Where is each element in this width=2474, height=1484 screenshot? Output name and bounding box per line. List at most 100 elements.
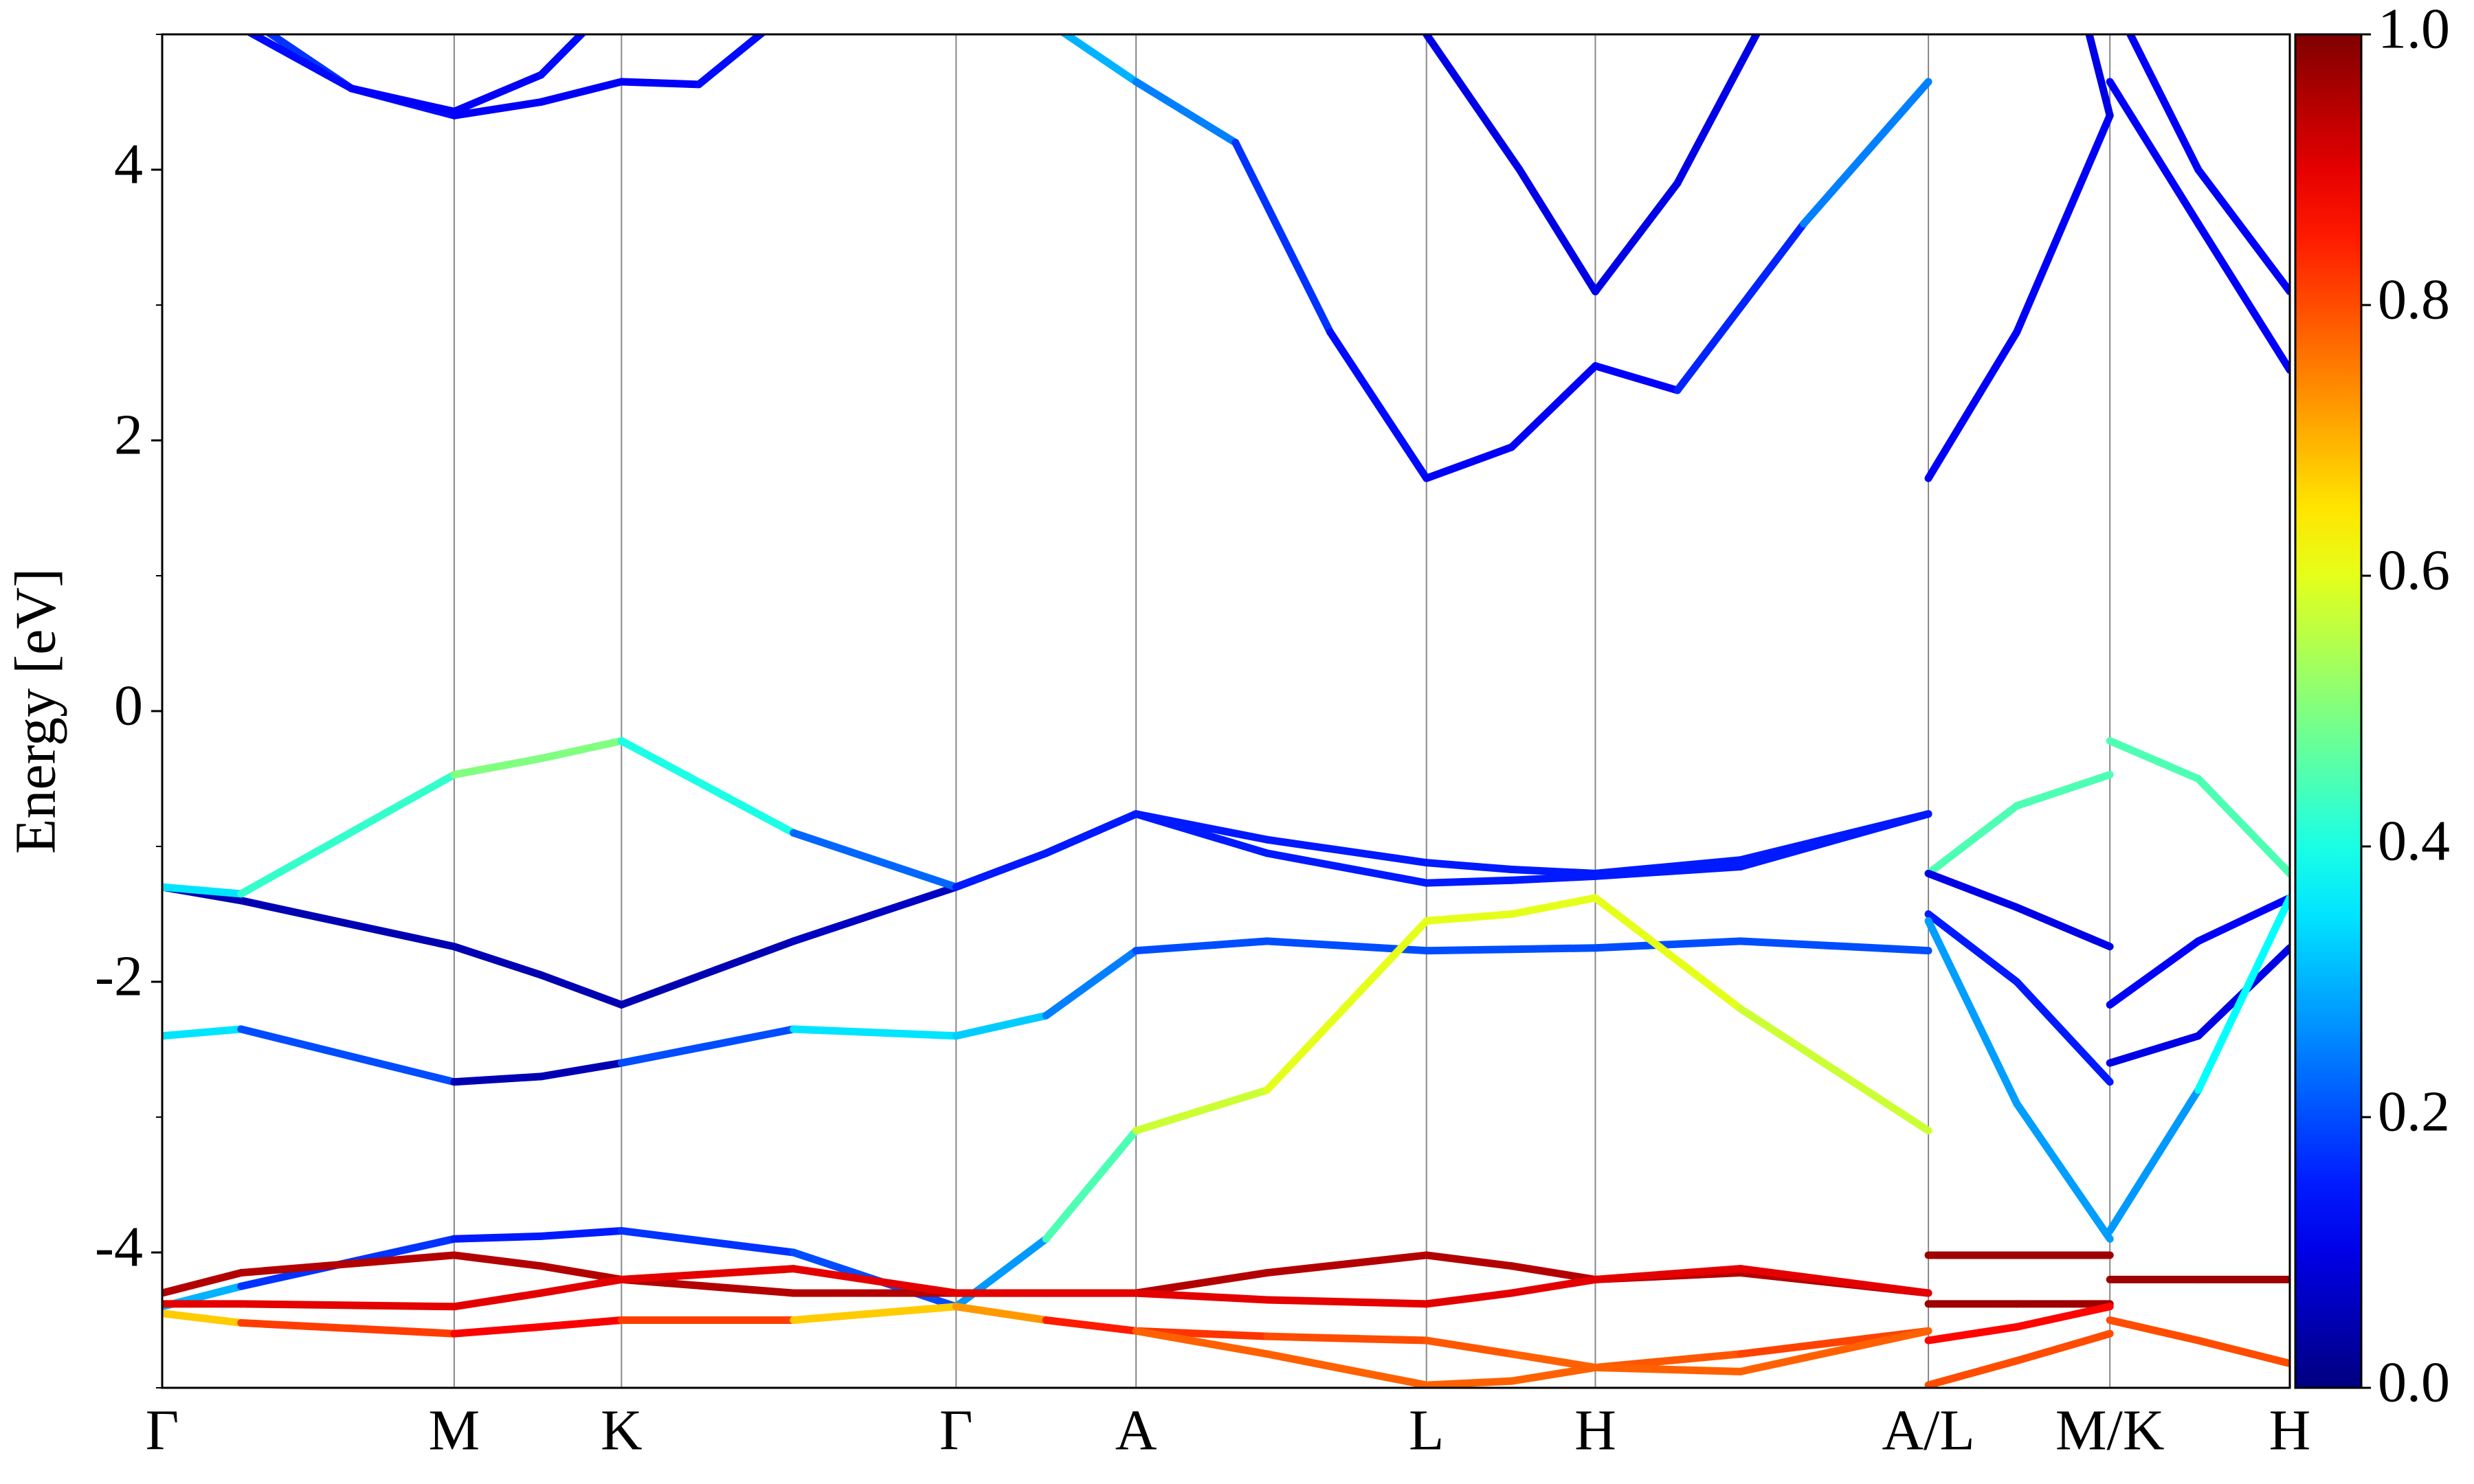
band-segment (1673, 34, 1761, 188)
band-segment (2194, 775, 2290, 877)
band-segment (1423, 876, 1516, 887)
band-segment (450, 1323, 545, 1338)
band-segment (2194, 894, 2290, 1094)
band-segment (1263, 1332, 1431, 1345)
band-segment (1508, 1363, 1599, 1385)
band-segment (617, 1265, 798, 1283)
band-segment (695, 34, 767, 89)
band-segment (1508, 894, 1599, 918)
x-tick-label: L (1409, 1398, 1444, 1462)
band-segment (2085, 34, 2114, 120)
band-segment (1673, 220, 1808, 394)
x-tick-label: Γ (146, 1398, 179, 1462)
band-segment (237, 1318, 458, 1338)
band-segment (1508, 362, 1599, 451)
band-segment (617, 1025, 798, 1067)
band-segment (1232, 139, 1335, 336)
y-tick-label: -4 (95, 1215, 143, 1279)
x-tick-label: A/L (1882, 1398, 1974, 1462)
y-tick-label: -2 (95, 944, 143, 1008)
band-segment (450, 943, 545, 979)
band-segment (237, 1300, 458, 1311)
band-segment (1042, 947, 1140, 1020)
band-segment (1423, 1336, 1516, 1358)
band-segment (1924, 869, 2021, 912)
band-segment (2194, 894, 2290, 945)
band-segment (790, 883, 960, 945)
band-segment (450, 1232, 545, 1243)
band-segment (617, 937, 798, 1009)
band-segment (1591, 937, 1745, 952)
band-segment (1508, 944, 1599, 954)
band-segment (537, 1275, 625, 1297)
colorbar (2294, 33, 2363, 1389)
band-segment (1508, 872, 1599, 884)
band-segment (450, 98, 545, 120)
band-segment (1042, 1316, 1140, 1335)
band-segment (790, 1265, 960, 1297)
band-segment (1326, 328, 1431, 482)
x-tick-label: M (429, 1398, 480, 1462)
band-segment (2013, 111, 2114, 336)
band-segment (1263, 835, 1431, 867)
band-segment (1924, 910, 2021, 986)
band-segment (1263, 917, 1431, 1094)
band-segment (2126, 34, 2203, 174)
band-segment (1591, 1363, 1745, 1375)
y-tick-label: 2 (114, 403, 143, 466)
band-segment (1042, 810, 1140, 857)
band-segment (1263, 1350, 1431, 1388)
band-segment (2013, 1099, 2114, 1243)
band-segment (1924, 1357, 2021, 1388)
band-segment (162, 1269, 245, 1297)
band-segment (348, 85, 458, 115)
band-segment (1042, 1127, 1140, 1243)
y-tick-label: 0 (114, 673, 143, 737)
band-segment (450, 754, 545, 779)
band-segment (1737, 1265, 1932, 1297)
band-segment (2013, 903, 2114, 951)
band-segment (450, 1251, 545, 1270)
band-segment (1263, 1251, 1431, 1277)
band-segment (1423, 1251, 1516, 1270)
band-segment (952, 1303, 1050, 1324)
band-segment (1059, 34, 1140, 86)
y-axis-label: Energy [eV] (3, 568, 67, 854)
band-segment (162, 883, 245, 898)
band-segment (1591, 362, 1682, 394)
band-segment (617, 737, 798, 837)
band-segment (2013, 1329, 2114, 1365)
bands (162, 0, 2290, 1388)
band-segment (537, 1316, 625, 1331)
band-segment (1423, 945, 1516, 955)
band-segment (1591, 894, 1745, 1013)
band-segment (790, 1303, 960, 1324)
band-segment (1132, 1086, 1271, 1135)
x-tick-label: H (2269, 1398, 2311, 1462)
band-segment (952, 1011, 1050, 1040)
band-segment (1737, 937, 1932, 955)
band-segment (1423, 1289, 1516, 1308)
colorbar-tick-label: 0.0 (2378, 1350, 2450, 1414)
band-segment (2106, 937, 2203, 1009)
band-segment (790, 1025, 960, 1040)
band-segment (1508, 865, 1599, 877)
band-segment (1508, 1350, 1599, 1371)
band-segment (537, 78, 625, 106)
band-segment (1737, 1327, 1932, 1375)
band-segment (1263, 849, 1431, 887)
band-segment (1132, 937, 1271, 955)
band-segment (1800, 78, 1932, 228)
band-segment (537, 737, 625, 763)
band-segment (162, 0, 241, 27)
band-segment (1591, 179, 1682, 295)
band-segment (1591, 863, 1745, 880)
band-segment (537, 1059, 625, 1081)
plot-frame (161, 33, 2291, 1389)
x-tick-label: M/K (2055, 1398, 2165, 1462)
band-segment (1423, 443, 1516, 482)
band-segment (450, 71, 545, 115)
band-segment (952, 849, 1050, 891)
x-tick-label: K (601, 1398, 643, 1462)
band-segment (1924, 802, 2021, 877)
